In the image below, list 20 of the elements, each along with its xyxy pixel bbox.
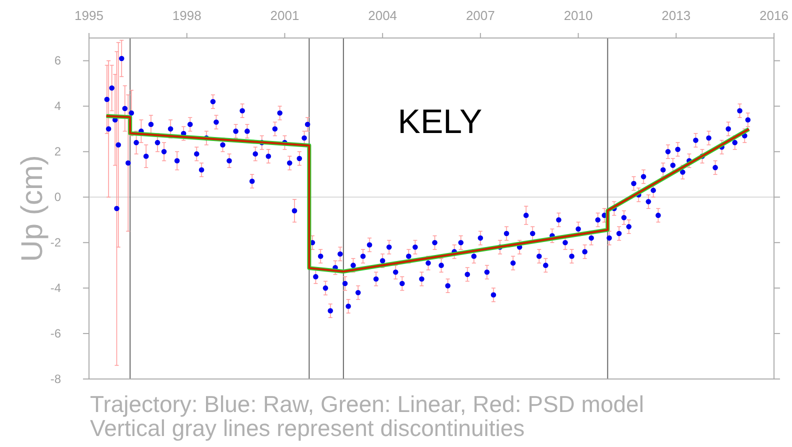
x-tick-label: 2007 — [466, 8, 495, 23]
x-tick-label: 2004 — [368, 8, 398, 23]
y-tick-label: 4 — [54, 99, 62, 114]
y-tick-label: -8 — [50, 372, 62, 386]
x-tick-label: 2010 — [564, 8, 593, 23]
x-tick-label: 1998 — [172, 8, 202, 23]
y-axis-title: Up (cm) — [16, 155, 49, 262]
y-tick-label: 2 — [54, 144, 62, 159]
x-tick-label: 2016 — [760, 8, 788, 23]
y-tick-label: -2 — [50, 236, 62, 250]
y-tick-label: 0 — [54, 190, 62, 204]
x-tick-label: 2001 — [270, 8, 300, 23]
text: Vertical gray lines represent discontinuities — [90, 415, 525, 441]
y-tick-label: -6 — [50, 326, 62, 341]
x-tick-label: 1995 — [74, 8, 104, 23]
text: Trajectory: Blue: Raw, Green: Linear, Red: PSD model — [90, 391, 644, 417]
text: KELY — [398, 103, 482, 141]
x-tick-label: 2013 — [662, 8, 691, 23]
y-tick-label: 6 — [54, 54, 62, 68]
y-tick-label: -4 — [50, 281, 62, 296]
